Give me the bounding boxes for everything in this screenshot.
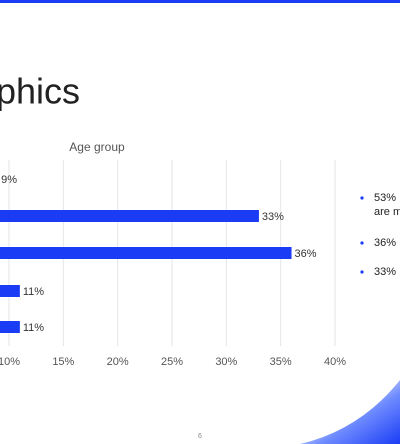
bullet-text: are m bbox=[374, 206, 400, 218]
chart: 10% 15% 20% 25% 30% 35% 40% 9% 33% 36% 11% 11% bbox=[0, 160, 346, 368]
corner-decoration bbox=[300, 380, 400, 444]
bar bbox=[0, 247, 292, 259]
bullet-list: 53% are m 36% 33% bbox=[360, 192, 400, 278]
data-label: 36% bbox=[295, 248, 317, 260]
x-tick-label: 40% bbox=[324, 356, 346, 368]
chart-title: Age group bbox=[69, 140, 125, 154]
slide-title: phics bbox=[0, 71, 80, 112]
data-label: 33% bbox=[262, 211, 284, 223]
bullet-text: 36% bbox=[374, 237, 396, 249]
bar bbox=[0, 210, 259, 222]
x-tick-label: 15% bbox=[52, 356, 74, 368]
bullet-dot bbox=[360, 241, 364, 245]
data-label: 11% bbox=[23, 286, 44, 298]
bullet-dot bbox=[360, 270, 364, 274]
bar bbox=[0, 285, 20, 297]
data-label: 9% bbox=[1, 174, 17, 186]
x-tick-label: 35% bbox=[270, 356, 292, 368]
x-tick-label: 10% bbox=[0, 356, 20, 368]
bullet-text: 33% bbox=[374, 266, 396, 278]
bar bbox=[0, 321, 20, 333]
bullet-dot bbox=[360, 196, 364, 200]
data-label: 11% bbox=[23, 322, 44, 334]
x-tick-label: 30% bbox=[215, 356, 237, 368]
x-tick-label: 25% bbox=[161, 356, 183, 368]
page-number: 6 bbox=[198, 433, 202, 440]
x-tick-label: 20% bbox=[107, 356, 129, 368]
bullet-text: 53% bbox=[374, 192, 396, 204]
top-rule bbox=[0, 0, 400, 3]
